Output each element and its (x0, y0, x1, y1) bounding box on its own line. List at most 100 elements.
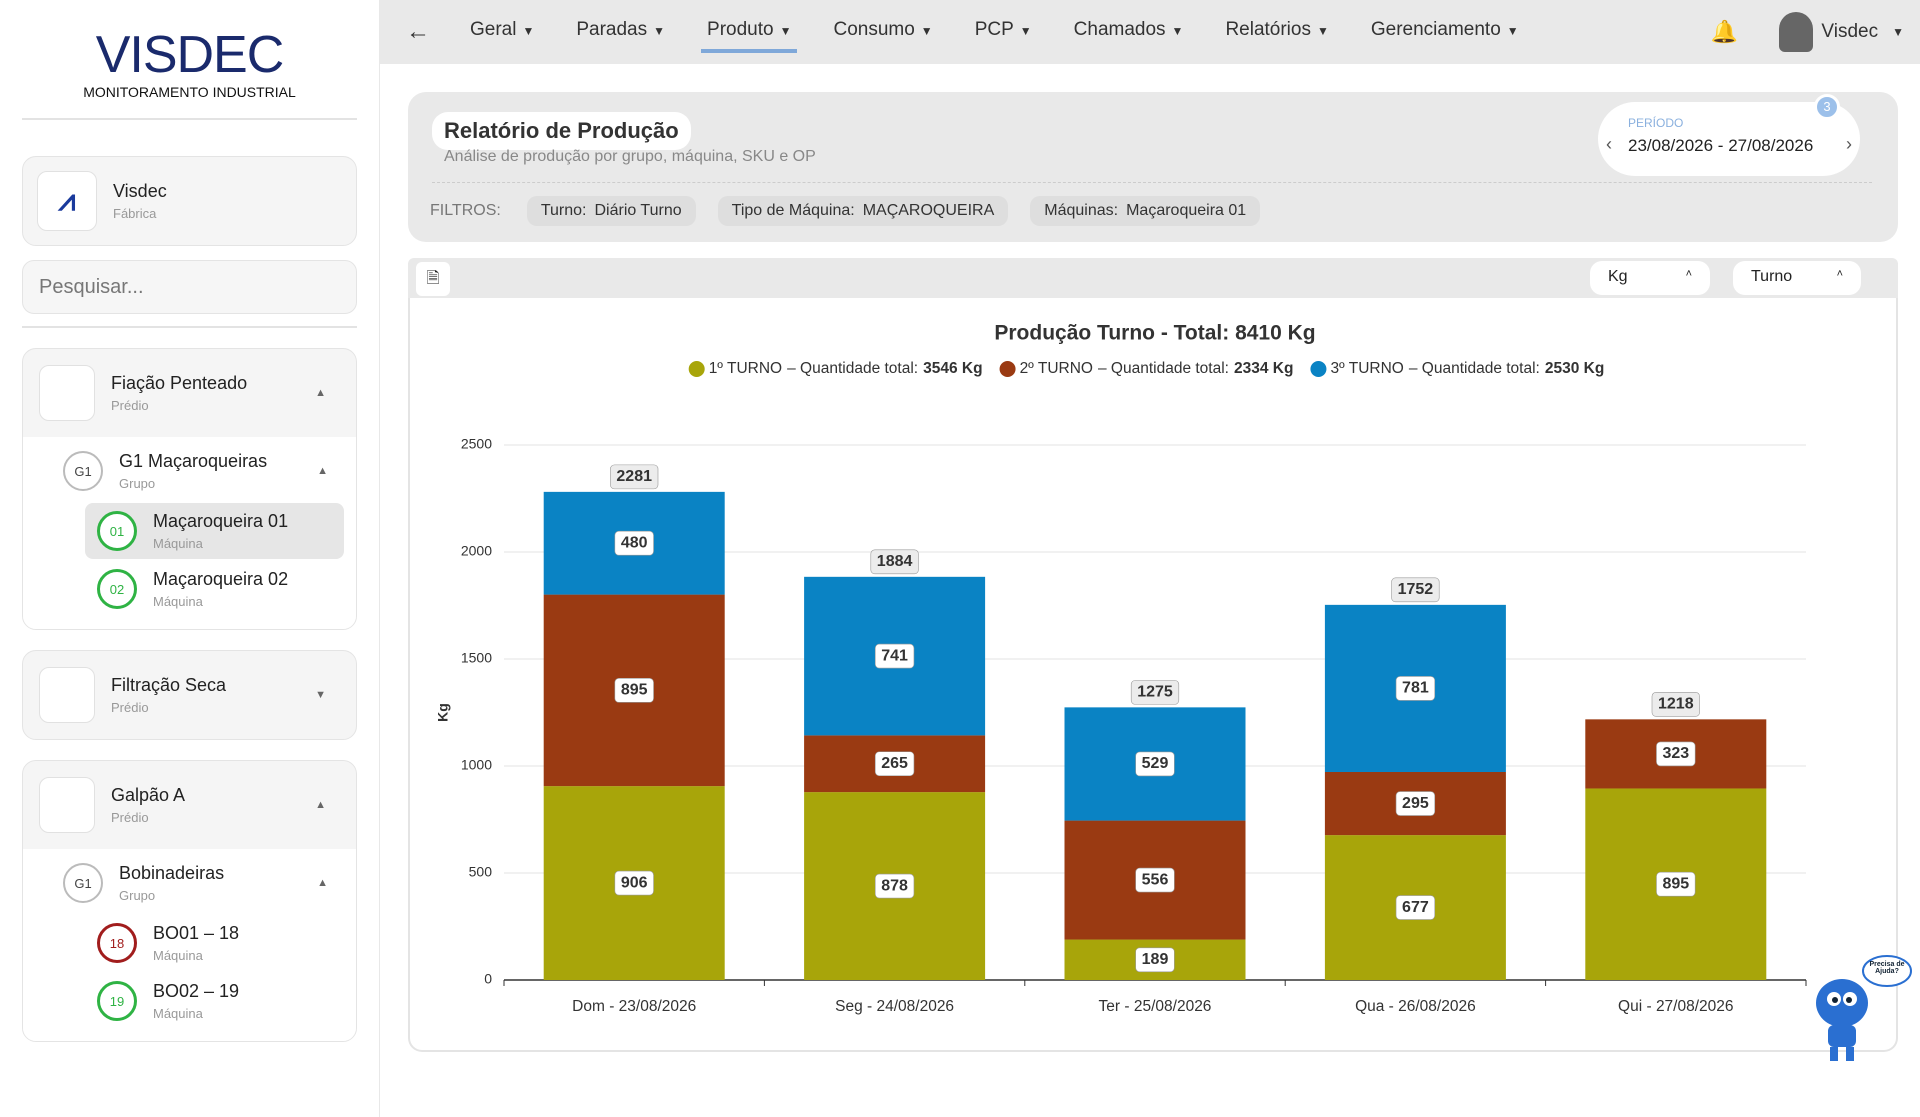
legend-text: – Quantidade total: (1409, 360, 1540, 377)
company-type: Fábrica (113, 206, 157, 221)
filter-pill[interactable]: Tipo de Máquina: MAÇAROQUEIRA (717, 196, 1009, 226)
grouping-select[interactable]: Turno ˄ (1733, 261, 1861, 295)
period-picker[interactable]: PERÍODO 23/08/2026 - 27/08/2026 ‹ › 3 (1598, 94, 1860, 176)
value-label: 741 (881, 647, 908, 664)
machine-row[interactable]: 18 BO01 – 18 Máquina (85, 915, 344, 971)
machine-type: Máquina (153, 594, 203, 609)
chart-title: Produção Turno - Total: 8410 Kg (994, 322, 1315, 345)
period-prev[interactable]: ‹ (1606, 134, 1612, 154)
nav-item[interactable]: Produto ▼ (701, 11, 798, 53)
y-tick-label: 2500 (461, 436, 492, 452)
value-label-box (1395, 791, 1436, 816)
period-value: 23/08/2026 - 27/08/2026 (1628, 136, 1814, 155)
group-badge: G1 (63, 863, 103, 903)
group-row[interactable]: G1 G1 Maçaroqueiras Grupo ▲ (23, 441, 356, 501)
value-label: 480 (621, 534, 648, 551)
building-text: Fiação Penteado Prédio (111, 373, 247, 413)
machine-type: Máquina (153, 536, 203, 551)
unit-select[interactable]: Kg ˄ (1590, 261, 1710, 295)
value-label-box (874, 873, 915, 899)
machine-text: BO02 – 19 Máquina (153, 981, 239, 1021)
building-row[interactable]: Fiação Penteado Prédio ▲ (23, 349, 356, 437)
total-label: 1884 (877, 553, 913, 570)
building-row[interactable]: Filtração Seca Prédio ▼ (23, 651, 356, 739)
building-thumb (39, 365, 95, 421)
value-label-box (614, 678, 654, 703)
grouping-value: Turno (1751, 268, 1793, 285)
brand-name: VISDEC (95, 26, 285, 84)
nav-item[interactable]: Geral ▼ (464, 11, 540, 53)
unit-value: Kg (1608, 268, 1628, 285)
building-children: G1 Bobinadeiras Grupo ▲ 18 BO01 – 18 Máquina 19… (23, 849, 356, 1041)
nav-item[interactable]: Consumo ▼ (827, 11, 938, 53)
value-label-group: 781 (1395, 676, 1436, 701)
filter-key: Turno: (540, 202, 587, 219)
value-label-group: 556 (1135, 867, 1175, 893)
building-card: Fiação Penteado Prédio ▲ G1 G1 Maçaroqueiras… (22, 348, 357, 630)
value-label: 677 (1402, 899, 1429, 916)
company-card[interactable]: ⩘ Visdec Fábrica (22, 156, 357, 246)
value-label-group: 741 (874, 643, 915, 669)
total-label: 1752 (1398, 581, 1434, 598)
nav-item-label: Chamados (1073, 19, 1166, 40)
building-name: Galpão A (111, 785, 186, 805)
nav-item[interactable]: Relatórios ▼ (1219, 11, 1334, 53)
value-label: 556 (1142, 871, 1169, 888)
total-label: 1275 (1137, 684, 1173, 701)
nav-items: Geral ▼ Paradas ▼ Produto ▼ Consumo ▼ PCP ▼ Chamad… (464, 11, 1555, 53)
y-tick-label: 500 (469, 864, 493, 880)
total-label-group: 1275 (1130, 680, 1180, 705)
chevron: ▲ (317, 465, 328, 477)
nav-item[interactable]: PCP ▼ (969, 11, 1038, 53)
value-label-box (874, 751, 915, 777)
machine-row[interactable]: 02 Maçaroqueira 02 Máquina (85, 561, 344, 617)
x-tick-label: Ter - 25/08/2026 (1099, 998, 1212, 1015)
nav-item[interactable]: Gerenciamento ▼ (1365, 11, 1525, 53)
filter-pill[interactable]: Turno: Diário Turno (526, 196, 696, 226)
building-text: Filtração Seca Prédio (111, 675, 226, 715)
period-next[interactable]: › (1846, 134, 1852, 154)
machine-badge: 02 (97, 569, 137, 609)
nav-item[interactable]: Chamados ▼ (1068, 11, 1190, 53)
machine-type: Máquina (153, 1006, 203, 1021)
machine-row[interactable]: 19 BO02 – 19 Máquina (85, 973, 344, 1029)
machine-row[interactable]: 01 Maçaroqueira 01 Máquina (85, 503, 344, 559)
value-label-group: 295 (1395, 791, 1436, 816)
notifications[interactable]: 🔔 (1710, 19, 1738, 44)
value-label-group: 906 (614, 870, 654, 896)
building-row[interactable]: Galpão A Prédio ▲ (23, 761, 356, 849)
nav-item[interactable]: Paradas ▼ (570, 11, 671, 53)
group-type: Grupo (119, 888, 156, 903)
user-menu[interactable]: Visdec ▼ (1779, 12, 1904, 52)
mascot-head (1816, 979, 1868, 1027)
search-input[interactable]: Pesquisar... (22, 260, 357, 314)
help-widget[interactable]: Precisa de Ajuda? (1792, 955, 1912, 1065)
sidebar: VISDEC MONITORAMENTO INDUSTRIAL ⩘ Visdec… (0, 0, 380, 1117)
export-button[interactable]: 🗎 (416, 262, 450, 296)
filter-value: Maçaroqueira 01 (1126, 202, 1247, 219)
filter-key: Máquinas: (1044, 202, 1119, 219)
filter-pill[interactable]: Máquinas: Maçaroqueira 01 (1030, 196, 1261, 226)
nav-caret: ▼ (1171, 24, 1184, 38)
nav-item-label: Paradas (576, 19, 648, 40)
back-button[interactable]: ← (406, 18, 430, 45)
value-label-box (614, 530, 654, 556)
nav-caret: ▼ (779, 24, 792, 38)
nav-caret: ▼ (1019, 24, 1032, 38)
legend-total: 2334 Kg (1234, 360, 1293, 377)
machine-name: Maçaroqueira 01 (153, 511, 289, 531)
building-card: Filtração Seca Prédio ▼ (22, 650, 357, 740)
value-label: 529 (1142, 755, 1169, 772)
chart-toolbar: 🗎 Kg ˄ Turno ˄ (408, 258, 1898, 298)
building-type: Prédio (111, 810, 149, 825)
total-label-box (1391, 577, 1440, 603)
value-label-group: 677 (1395, 895, 1436, 920)
group-row[interactable]: G1 Bobinadeiras Grupo ▲ (23, 853, 356, 913)
filter-key: Tipo de Máquina: (731, 202, 855, 219)
nav-caret: ▼ (522, 24, 535, 38)
value-label-group: 878 (874, 873, 915, 899)
total-label: 2281 (616, 468, 652, 485)
legend-total: 3546 Kg (923, 360, 982, 377)
